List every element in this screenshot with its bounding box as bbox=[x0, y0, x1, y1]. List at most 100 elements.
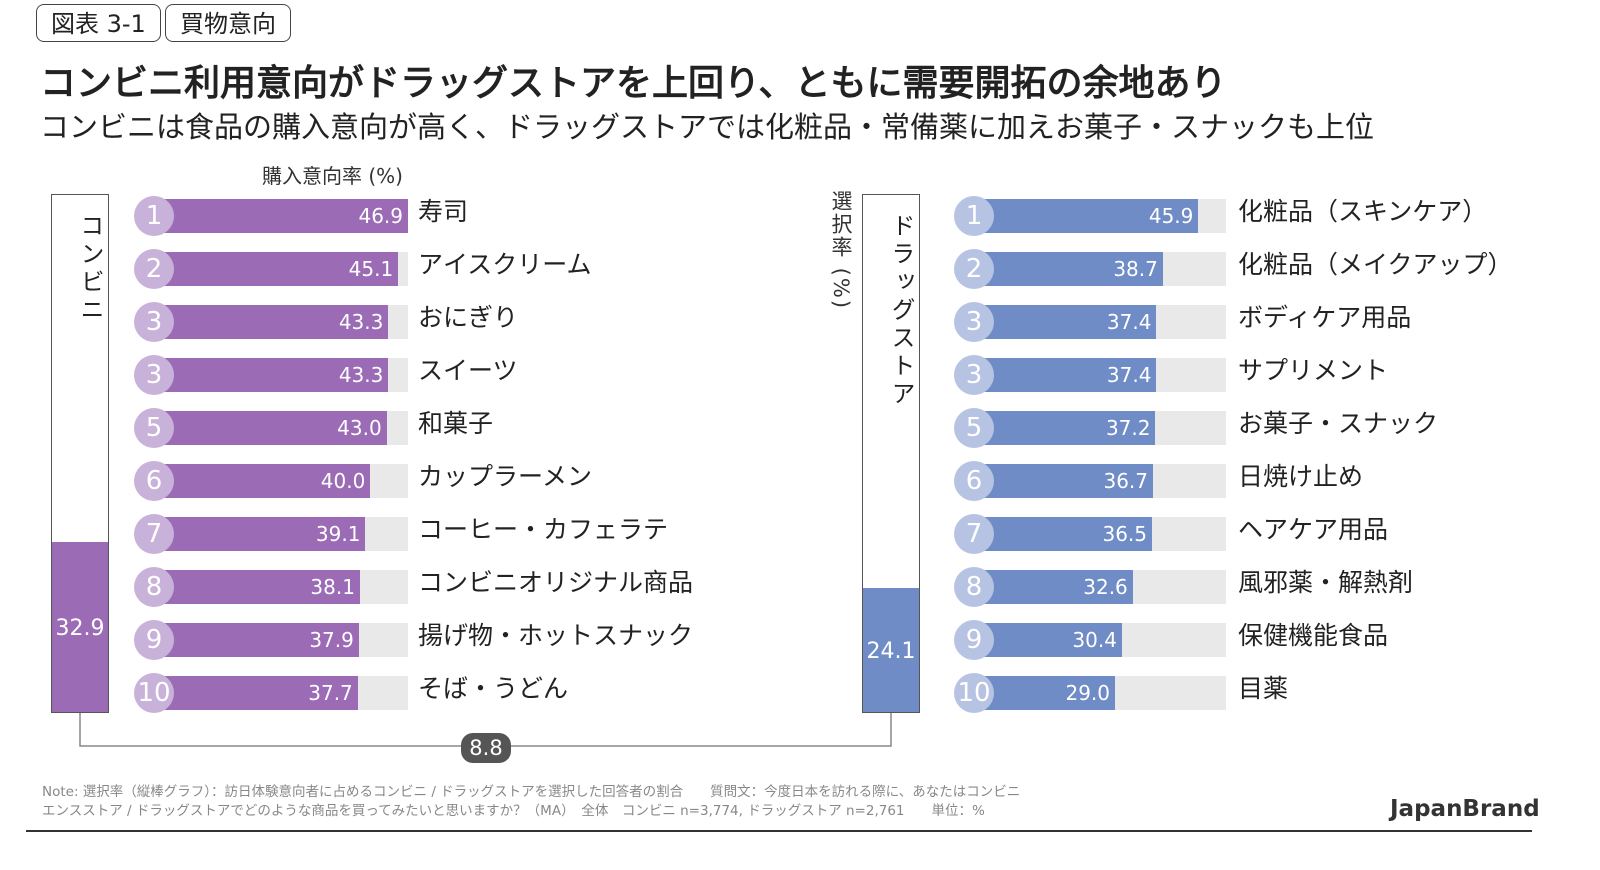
drugstore-bar bbox=[972, 464, 1153, 498]
drugstore-selection-column: ドラッグストア 24.1 bbox=[862, 194, 920, 713]
drugstore-category-label: 日焼け止め bbox=[1238, 462, 1364, 491]
drugstore-bar bbox=[972, 411, 1156, 445]
drugstore-rank-badge: 8 bbox=[954, 567, 994, 607]
drugstore-rank-badge: 10 bbox=[954, 673, 994, 713]
conbini-selection-column: コンビニ 32.9 bbox=[51, 194, 109, 713]
selection-rate-axis-label: 選択率 (%) bbox=[829, 190, 853, 311]
drugstore-selection-bar bbox=[863, 587, 919, 712]
conbini-rank-badge: 6 bbox=[134, 461, 174, 501]
drugstore-value-label: 45.9 bbox=[1148, 204, 1194, 228]
conbini-rank-badge: 5 bbox=[134, 408, 174, 448]
chart-subtitle: コンビニは食品の購入意向が高く、ドラッグストアでは化粧品・常備薬に加えお菓子・ス… bbox=[40, 110, 1375, 144]
drugstore-bar bbox=[972, 199, 1199, 233]
drugstore-rank-badge: 3 bbox=[954, 355, 994, 395]
conbini-bar bbox=[152, 676, 358, 710]
conbini-bar bbox=[152, 411, 387, 445]
conbini-value-label: 39.1 bbox=[315, 522, 361, 546]
drugstore-category-label: ドラッグストア bbox=[887, 213, 915, 409]
chart-title: コンビニ利用意向がドラッグストアを上回り、ともに需要開拓の余地あり bbox=[40, 63, 1227, 104]
conbini-category-label: おにぎり bbox=[418, 303, 519, 332]
drugstore-category-label: ボディケア用品 bbox=[1238, 303, 1412, 332]
figure-number-tag: 図表 3-1 bbox=[36, 4, 161, 42]
conbini-value-label: 37.9 bbox=[309, 628, 354, 652]
footnote: Note: 選択率（縦棒グラフ）：訪日体験意向者に占めるコンビニ / ドラッグス… bbox=[42, 783, 1020, 821]
drugstore-bar bbox=[972, 623, 1122, 657]
conbini-selection-value: 32.9 bbox=[55, 616, 105, 642]
conbini-rank-badge: 1 bbox=[134, 196, 174, 236]
conbini-category-label: コーヒー・カフェラテ bbox=[418, 515, 669, 544]
conbini-rank-badge: 2 bbox=[134, 249, 174, 289]
footnote-line-2: エンスストア / ドラッグストアでどのような商品を買ってみたいと思いますか？（M… bbox=[42, 803, 985, 819]
drugstore-rank-badge: 9 bbox=[954, 620, 994, 660]
conbini-bar bbox=[152, 570, 360, 604]
conbini-rank-badge: 3 bbox=[134, 302, 174, 342]
drugstore-rank-badge: 6 bbox=[954, 461, 994, 501]
drugstore-category-label: 目薬 bbox=[1238, 674, 1289, 703]
conbini-category-label: スイーツ bbox=[418, 356, 518, 385]
drugstore-category-label: 化粧品（メイクアップ） bbox=[1238, 250, 1513, 279]
conbini-bar bbox=[152, 305, 389, 339]
drugstore-bar bbox=[972, 570, 1133, 604]
conbini-category-label: コンビニオリジナル商品 bbox=[418, 568, 694, 597]
drugstore-rank-badge: 2 bbox=[954, 249, 994, 289]
drugstore-value-label: 32.6 bbox=[1083, 575, 1128, 599]
conbini-rank-badge: 9 bbox=[134, 620, 174, 660]
conbini-value-label: 38.1 bbox=[310, 575, 355, 599]
drugstore-value-label: 37.2 bbox=[1105, 416, 1151, 440]
conbini-bar bbox=[152, 623, 359, 657]
drugstore-value-label: 37.4 bbox=[1106, 363, 1152, 387]
drugstore-bar bbox=[972, 676, 1116, 710]
conbini-selection-bar bbox=[52, 542, 108, 712]
drugstore-category-label: お菓子・スナック bbox=[1238, 409, 1439, 438]
drugstore-rank-badge: 3 bbox=[954, 302, 994, 342]
drugstore-category-label: 風邪薬・解熱剤 bbox=[1238, 568, 1414, 597]
conbini-category-label: カップラーメン bbox=[418, 462, 593, 491]
difference-badge: 8.8 bbox=[461, 733, 511, 763]
conbini-category-label: 揚げ物・ホットスナック bbox=[418, 621, 694, 650]
drugstore-value-label: 36.7 bbox=[1103, 469, 1148, 493]
drugstore-rank-badge: 1 bbox=[954, 196, 994, 236]
conbini-category-label: コンビニ bbox=[76, 213, 104, 325]
drugstore-value-label: 29.0 bbox=[1065, 681, 1111, 705]
footnote-line-1: Note: 選択率（縦棒グラフ）：訪日体験意向者に占めるコンビニ / ドラッグス… bbox=[42, 784, 1021, 800]
drugstore-rank-badge: 7 bbox=[954, 514, 994, 554]
conbini-value-label: 37.7 bbox=[308, 681, 353, 705]
brand-logo: JapanBrand bbox=[1390, 796, 1540, 822]
conbini-bar bbox=[152, 358, 389, 392]
conbini-value-label: 45.1 bbox=[348, 257, 394, 281]
drugstore-value-label: 36.5 bbox=[1102, 522, 1148, 546]
conbini-value-label: 43.3 bbox=[338, 310, 384, 334]
conbini-category-label: そば・うどん bbox=[418, 674, 569, 703]
conbini-bar bbox=[152, 199, 408, 233]
conbini-value-label: 43.3 bbox=[338, 363, 384, 387]
drugstore-category-label: サプリメント bbox=[1238, 356, 1389, 385]
drugstore-value-label: 37.4 bbox=[1106, 310, 1152, 334]
conbini-rank-badge: 8 bbox=[134, 567, 174, 607]
conbini-bar bbox=[152, 252, 399, 286]
drugstore-category-label: 化粧品（スキンケア） bbox=[1238, 197, 1488, 226]
drugstore-bar bbox=[972, 305, 1157, 339]
drugstore-selection-value: 24.1 bbox=[866, 638, 916, 664]
conbini-rank-badge: 7 bbox=[134, 514, 174, 554]
conbini-rank-badge: 10 bbox=[134, 673, 174, 713]
conbini-bar bbox=[152, 517, 366, 551]
conbini-value-label: 46.9 bbox=[358, 204, 403, 228]
drugstore-category-label: 保健機能食品 bbox=[1238, 621, 1389, 650]
drugstore-bar bbox=[972, 358, 1157, 392]
category-tag: 買物意向 bbox=[165, 4, 291, 42]
conbini-rank-badge: 3 bbox=[134, 355, 174, 395]
drugstore-bar bbox=[972, 252, 1163, 286]
conbini-value-label: 43.0 bbox=[337, 416, 382, 440]
drugstore-value-label: 30.4 bbox=[1072, 628, 1117, 652]
conbini-value-label: 40.0 bbox=[320, 469, 366, 493]
conbini-bar bbox=[152, 464, 371, 498]
conbini-category-label: 寿司 bbox=[418, 197, 469, 226]
drugstore-rank-badge: 5 bbox=[954, 408, 994, 448]
drugstore-bar bbox=[972, 517, 1153, 551]
purchase-intent-axis-label: 購入意向率 (%) bbox=[262, 164, 403, 188]
footer-divider bbox=[26, 830, 1532, 832]
conbini-category-label: 和菓子 bbox=[418, 409, 494, 438]
drugstore-category-label: ヘアケア用品 bbox=[1238, 515, 1389, 544]
conbini-category-label: アイスクリーム bbox=[418, 250, 592, 279]
drugstore-value-label: 38.7 bbox=[1113, 257, 1158, 281]
